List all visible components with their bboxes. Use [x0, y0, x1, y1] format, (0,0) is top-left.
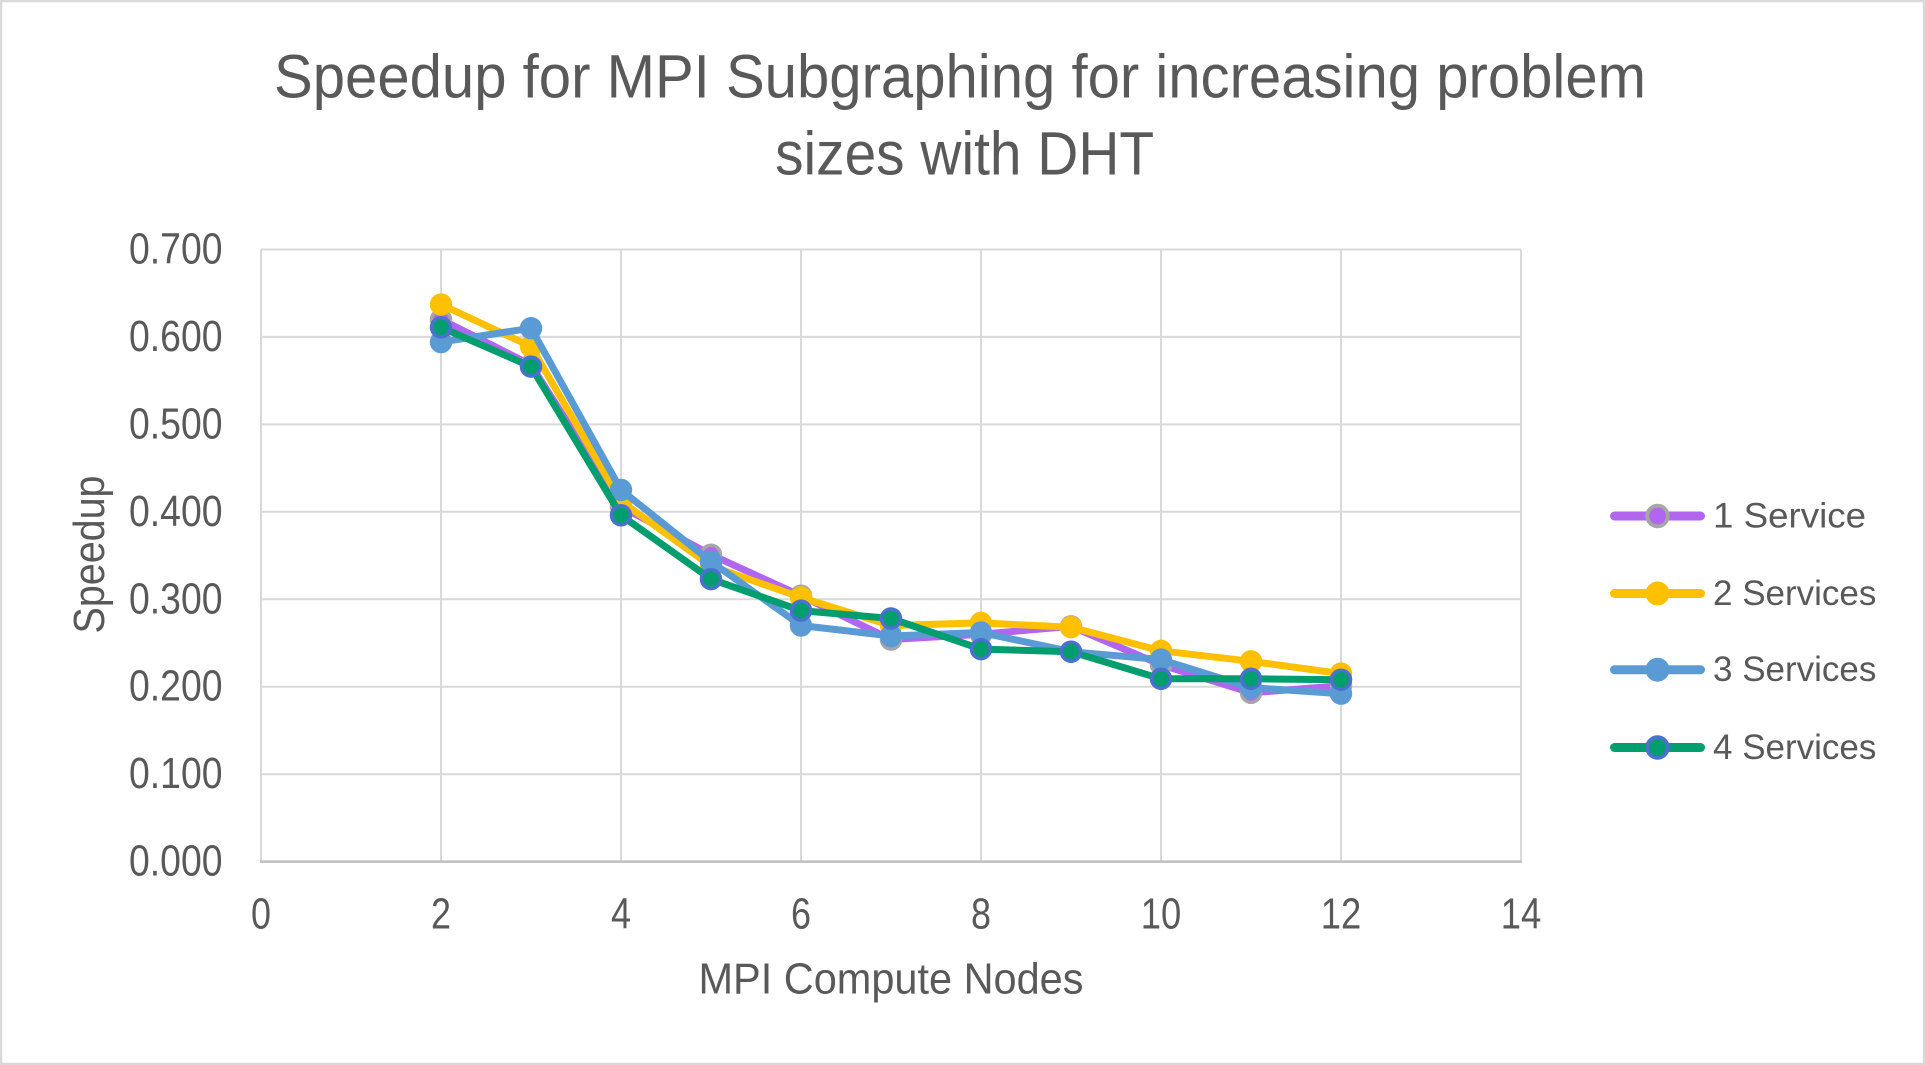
- svg-text:0.600: 0.600: [129, 313, 223, 361]
- svg-text:2 Services: 2 Services: [1713, 574, 1876, 613]
- svg-text:0.000: 0.000: [129, 838, 223, 886]
- svg-text:Speedup for MPI Subgraphing fo: Speedup for MPI Subgraphing for increasi…: [274, 43, 1646, 111]
- svg-text:0.700: 0.700: [129, 226, 223, 274]
- svg-text:sizes with DHT: sizes with DHT: [775, 120, 1154, 188]
- svg-text:12: 12: [1321, 891, 1362, 939]
- svg-text:6: 6: [791, 891, 811, 939]
- svg-text:8: 8: [971, 891, 991, 939]
- svg-text:4: 4: [611, 891, 631, 939]
- svg-text:0.200: 0.200: [129, 663, 223, 711]
- svg-text:4 Services: 4 Services: [1713, 728, 1876, 767]
- svg-text:0.100: 0.100: [129, 750, 223, 798]
- svg-text:3 Services: 3 Services: [1713, 650, 1876, 689]
- svg-text:10: 10: [1141, 891, 1182, 939]
- svg-text:1 Service: 1 Service: [1713, 496, 1866, 535]
- svg-text:MPI Compute Nodes: MPI Compute Nodes: [699, 955, 1084, 1004]
- svg-text:0.300: 0.300: [129, 575, 223, 623]
- svg-text:2: 2: [431, 891, 451, 939]
- svg-text:Speedup: Speedup: [66, 476, 114, 634]
- svg-text:0: 0: [251, 891, 271, 939]
- svg-text:14: 14: [1501, 891, 1542, 939]
- svg-text:0.500: 0.500: [129, 400, 223, 448]
- svg-text:0.400: 0.400: [129, 488, 223, 536]
